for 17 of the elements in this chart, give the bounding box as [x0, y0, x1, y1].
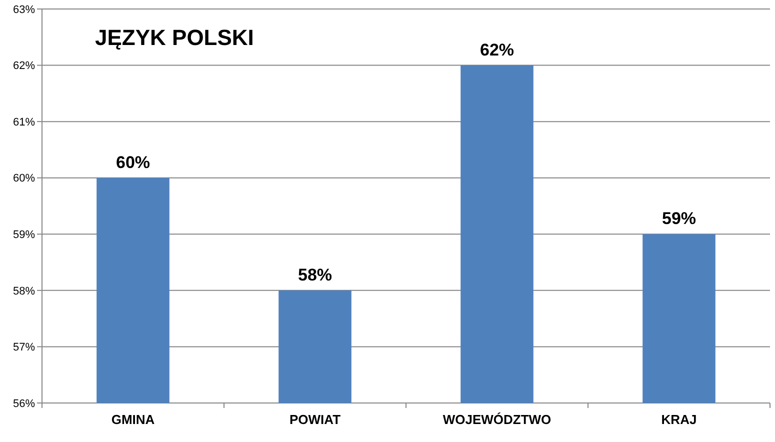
y-tick-label: 58%	[12, 285, 36, 298]
data-label: 60%	[116, 152, 150, 172]
y-tick-label: 56%	[12, 398, 36, 410]
x-tick-label: GMINA	[111, 412, 156, 427]
y-tick-label: 57%	[12, 342, 36, 354]
y-tick-label: 61%	[12, 116, 36, 128]
y-tick-label: 60%	[12, 172, 36, 185]
x-tick-label: KRAJ	[661, 412, 697, 427]
data-label: 62%	[480, 40, 514, 60]
x-tick-label: WOJEWÓDZTWO	[442, 412, 552, 427]
text: JĘZYK POLSKI	[95, 25, 254, 50]
y-tick-label: 59%	[12, 228, 36, 241]
data-label: 58%	[298, 265, 332, 284]
data-label: 59%	[662, 209, 696, 228]
y-tick-label: 62%	[12, 60, 36, 72]
y-tick-label: 63%	[12, 4, 36, 16]
x-tick-label: POWIAT	[289, 412, 341, 427]
